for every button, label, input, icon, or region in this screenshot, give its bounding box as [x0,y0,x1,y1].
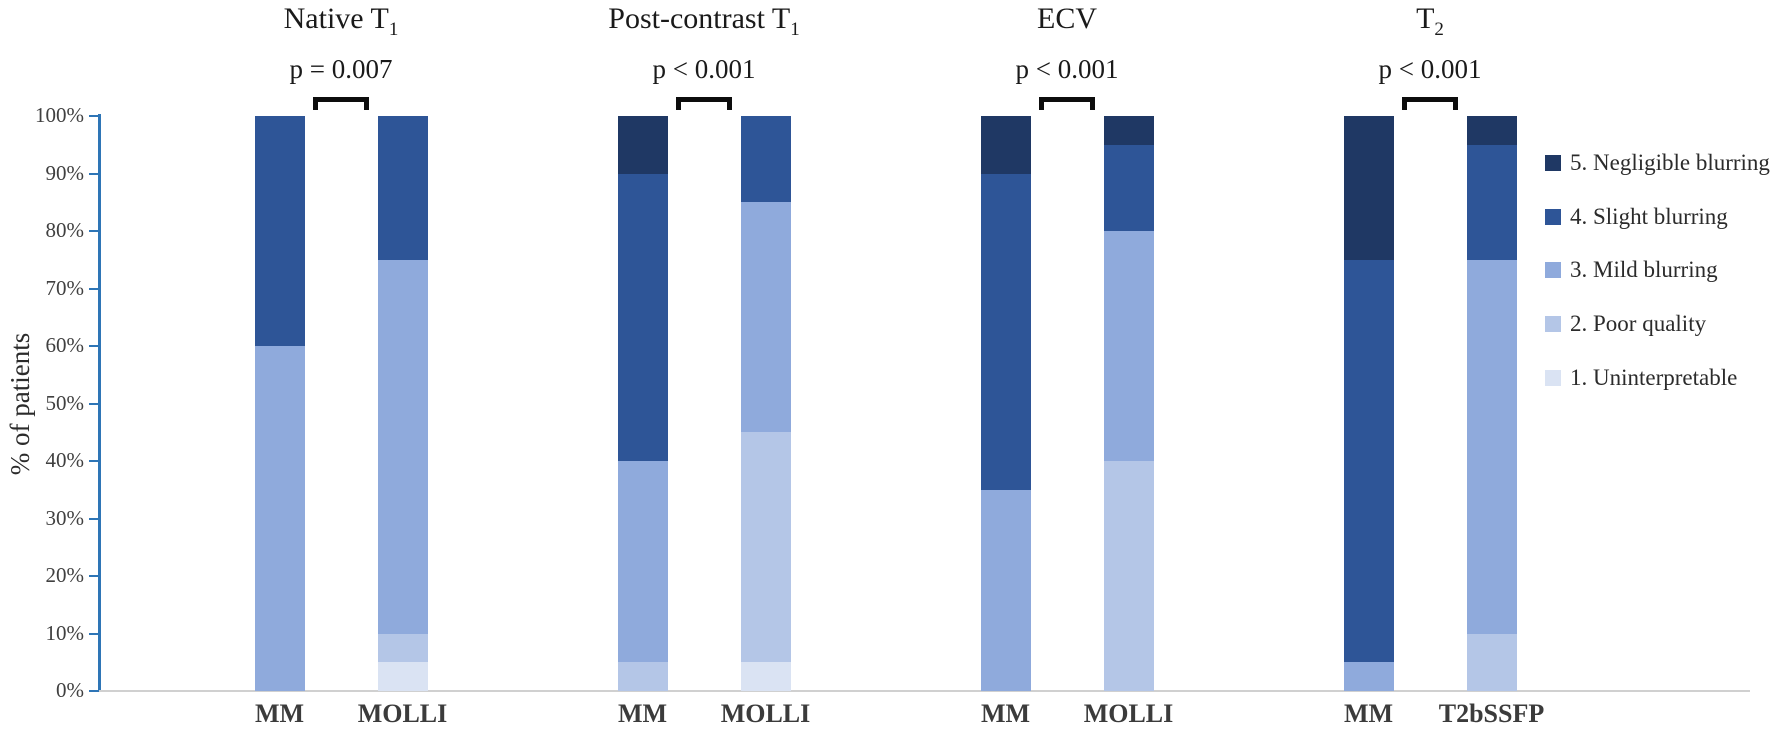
legend-label: 4. Slight blurring [1570,203,1728,229]
y-tick [89,690,99,692]
legend-label: 2. Poor quality [1570,311,1707,337]
bar-segment [254,116,305,346]
y-tick [89,517,99,520]
y-tick-label: 90% [45,160,85,185]
significance-bracket [676,97,732,110]
legend-item: 2. Poor quality [1545,311,1706,337]
significance-bracket [313,97,369,110]
legend-swatch [1545,208,1561,225]
y-tick [89,230,99,232]
y-tick [89,172,99,175]
significance-bracket [1402,97,1458,110]
bar-segment [617,116,668,174]
bar-segment [1466,633,1517,691]
bar-segment [1466,144,1517,260]
bar-segment [1343,259,1394,663]
bar-category-label: MM [254,699,305,728]
bar-segment [980,173,1031,490]
y-tick-label: 100% [35,103,84,127]
y-tick-label: 60% [45,333,85,357]
p-value-label: p < 0.001 [1015,54,1119,84]
bar-segment [1103,144,1154,231]
bar-segment [740,432,791,663]
legend-swatch [1545,316,1561,333]
bar-segment [740,116,791,203]
bar-segment [1343,662,1394,691]
x-axis [98,690,1750,692]
legend-item: 4. Slight blurring [1545,204,1728,230]
p-value-label: p < 0.001 [1378,54,1482,84]
group-title: Native T1 [181,2,501,41]
y-tick [89,345,99,347]
y-tick-label: 10% [45,620,85,645]
y-tick-label: 50% [45,390,85,415]
bar-segment [980,116,1031,174]
legend-label: 5. Negligible blurring [1570,150,1770,175]
y-tick-label: 40% [45,448,85,472]
bar-category-label: T2bSSFP [1438,699,1545,728]
bar-segment [1103,461,1154,691]
y-tick [89,575,99,577]
group-title-subscript: 1 [790,19,800,40]
y-tick-label: 20% [45,563,85,587]
p-value-label: p = 0.007 [289,54,393,84]
legend-label: 3. Mild blurring [1570,257,1718,283]
legend-swatch [1545,262,1561,279]
bar-category-label: MM [980,699,1031,728]
y-tick-label: 80% [45,218,85,242]
bar-segment [740,202,791,433]
group-title-text: ECV [1037,2,1097,35]
group-title: T2 [1270,2,1590,41]
bar-category-label: MM [1343,699,1394,728]
bar-segment [254,346,305,691]
legend-swatch [1545,155,1561,171]
bar-segment [1466,116,1517,145]
group-title-text: Native T [283,2,389,35]
group-title-subscript: 2 [1434,19,1444,40]
bar-segment [980,489,1031,691]
bar-segment [617,173,668,461]
y-tick [89,460,99,462]
bar-segment [377,259,428,634]
group-title: Post-contrast T1 [544,2,864,41]
group-title-subscript: 1 [388,19,399,40]
significance-bracket [1039,97,1095,110]
bar-category-label: MOLLI [1083,699,1174,728]
bar-segment [377,662,428,691]
legend-item: 1. Uninterpretable [1545,365,1737,391]
bar-segment [1466,259,1517,634]
bar-segment [1103,231,1154,461]
group-title-text: Post-contrast T [608,2,791,35]
y-tick [89,402,99,405]
bar-segment [377,633,428,663]
bar-segment [617,461,668,663]
bar-segment [740,662,791,691]
bar-category-label: MM [617,699,668,728]
y-tick [89,632,99,635]
y-tick [89,115,99,117]
legend-swatch [1545,369,1561,386]
legend-label: 1. Uninterpretable [1570,364,1738,390]
y-tick-label: 0% [56,678,84,702]
group-title: ECV [907,2,1227,36]
bar-segment [1103,116,1154,145]
y-tick-label: 30% [45,505,85,530]
legend-item: 3. Mild blurring [1545,257,1718,283]
legend-item: 5. Negligible blurring [1545,150,1770,176]
bar-segment [377,116,428,260]
p-value-label: p < 0.001 [652,54,756,84]
y-axis [98,114,101,692]
bar-category-label: MOLLI [357,699,448,728]
bar-category-label: MOLLI [720,699,811,728]
bar-segment [617,662,668,691]
bar-segment [1343,116,1394,260]
y-tick [89,287,99,290]
group-title-text: T [1416,2,1435,35]
y-tick-label: 70% [45,275,85,300]
